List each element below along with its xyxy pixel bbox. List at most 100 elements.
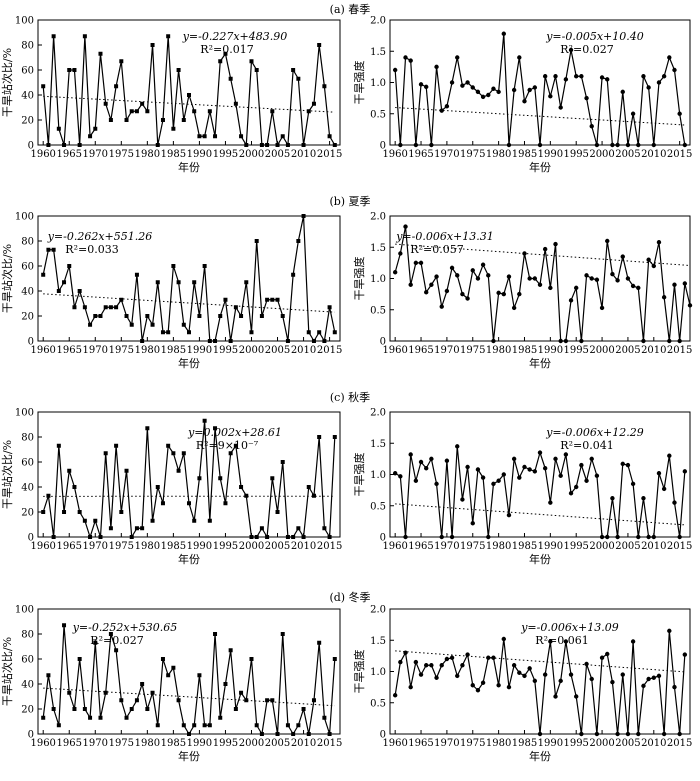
- data-point: [145, 426, 150, 431]
- data-point: [656, 80, 662, 85]
- data-point: [301, 214, 306, 218]
- data-point: [187, 93, 191, 97]
- x-axis-label: 年份: [178, 356, 200, 370]
- data-point: [119, 297, 124, 302]
- trend-equation: y=-0.006x+13.09: [520, 621, 619, 634]
- data-point: [244, 280, 249, 285]
- data-point: [563, 452, 569, 457]
- data-point: [124, 118, 129, 122]
- x-tick-label: 1995: [213, 738, 238, 749]
- data-point: [166, 330, 171, 335]
- data-point: [444, 458, 450, 463]
- x-tick-label: 1980: [486, 541, 511, 552]
- data-point: [56, 289, 61, 293]
- data-point: [672, 282, 677, 287]
- data-point: [181, 118, 186, 122]
- panel-left: 0 20 40 60 80 100 1960 1965 1970 1975 1980 1985 1990…: [0, 212, 342, 371]
- data-point: [667, 453, 672, 458]
- data-point: [88, 715, 93, 720]
- x-tick-label: 1995: [563, 738, 588, 749]
- data-point: [682, 652, 688, 657]
- data-point: [527, 666, 532, 671]
- data-point: [176, 468, 181, 473]
- r-squared: R²=0.017: [200, 43, 253, 56]
- data-point: [449, 655, 455, 660]
- data-point: [270, 297, 275, 302]
- data-point: [134, 109, 139, 114]
- data-point: [667, 55, 672, 60]
- data-point: [134, 698, 139, 703]
- data-point: [610, 496, 615, 501]
- x-tick-label: 2015: [667, 541, 692, 552]
- data-point: [574, 694, 579, 699]
- data-point: [392, 270, 398, 275]
- data-point: [584, 478, 589, 483]
- data-point: [599, 655, 605, 660]
- y-tick-label: 100: [15, 16, 34, 27]
- data-point: [207, 109, 212, 114]
- data-point: [439, 108, 444, 113]
- data-point: [46, 493, 51, 498]
- data-point: [311, 698, 316, 703]
- data-point: [506, 512, 512, 518]
- data-point: [228, 451, 233, 456]
- data-point: [558, 338, 563, 344]
- data-point: [579, 338, 584, 344]
- data-point: [470, 683, 475, 688]
- x-tick-label: 2000: [239, 345, 264, 356]
- data-point: [285, 723, 290, 728]
- x-tick-label: 2010: [641, 541, 666, 552]
- data-point: [332, 435, 337, 439]
- data-point: [244, 493, 249, 498]
- data-point: [413, 260, 419, 266]
- data-point: [687, 303, 693, 308]
- data-point: [579, 731, 584, 737]
- plot-frame: [37, 19, 341, 146]
- data-point: [636, 534, 641, 540]
- trend-equation: y=-0.005x+10.40: [545, 30, 644, 43]
- series-line: [394, 226, 691, 342]
- data-point: [51, 707, 56, 711]
- y-tick-label: 80: [21, 41, 34, 52]
- data-point: [444, 104, 450, 109]
- data-point: [114, 443, 119, 448]
- y-tick-label: 60: [21, 458, 34, 469]
- data-point: [465, 296, 470, 301]
- data-point: [82, 305, 87, 310]
- y-tick-label: 40: [21, 680, 34, 691]
- data-point: [301, 707, 306, 711]
- data-point: [496, 290, 501, 296]
- x-tick-label: 1985: [512, 738, 537, 749]
- data-point: [322, 339, 327, 343]
- x-axis-label: 年份: [529, 552, 551, 566]
- data-point: [301, 535, 306, 539]
- data-point: [218, 314, 223, 318]
- y-tick-label: 0: [380, 730, 386, 741]
- x-tick-label: 1970: [434, 738, 459, 749]
- data-point: [542, 466, 548, 471]
- x-axis-label: 年份: [178, 749, 200, 763]
- data-point: [470, 521, 475, 526]
- x-tick-label: 1995: [563, 345, 588, 356]
- data-point: [140, 339, 145, 343]
- data-point: [475, 276, 481, 281]
- data-point: [398, 251, 403, 256]
- x-tick-label: 1965: [408, 738, 433, 749]
- data-point: [291, 535, 296, 539]
- x-tick-label: 1980: [486, 738, 511, 749]
- data-point: [449, 80, 455, 85]
- data-point: [563, 338, 569, 344]
- data-point: [460, 497, 465, 502]
- data-point: [285, 339, 290, 343]
- data-point: [589, 276, 594, 281]
- data-point: [275, 297, 280, 302]
- data-point: [119, 59, 124, 64]
- x-tick-label: 1960: [382, 149, 407, 160]
- data-point: [661, 295, 667, 300]
- data-point: [418, 672, 424, 677]
- data-point: [93, 518, 98, 523]
- data-point: [233, 101, 238, 106]
- x-tick-label: 1990: [187, 738, 212, 749]
- x-tick-label: 1985: [512, 345, 537, 356]
